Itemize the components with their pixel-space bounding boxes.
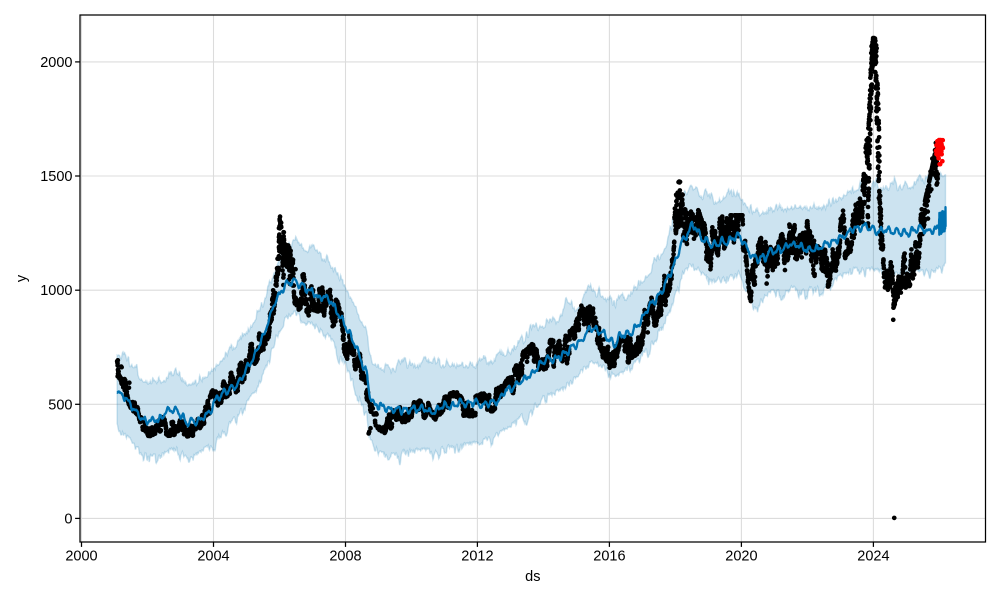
svg-text:y: y bbox=[14, 274, 30, 282]
svg-text:ds: ds bbox=[525, 569, 540, 585]
svg-text:2004: 2004 bbox=[197, 549, 229, 565]
svg-text:2000: 2000 bbox=[65, 549, 97, 565]
svg-text:2000: 2000 bbox=[40, 55, 72, 71]
svg-text:1000: 1000 bbox=[40, 283, 72, 299]
svg-text:2008: 2008 bbox=[329, 549, 361, 565]
svg-text:2016: 2016 bbox=[593, 549, 625, 565]
svg-text:0: 0 bbox=[64, 511, 72, 527]
svg-text:1500: 1500 bbox=[40, 169, 72, 185]
svg-text:2024: 2024 bbox=[857, 549, 889, 565]
svg-text:500: 500 bbox=[48, 397, 72, 413]
svg-text:2020: 2020 bbox=[725, 549, 757, 565]
svg-text:2012: 2012 bbox=[461, 549, 493, 565]
